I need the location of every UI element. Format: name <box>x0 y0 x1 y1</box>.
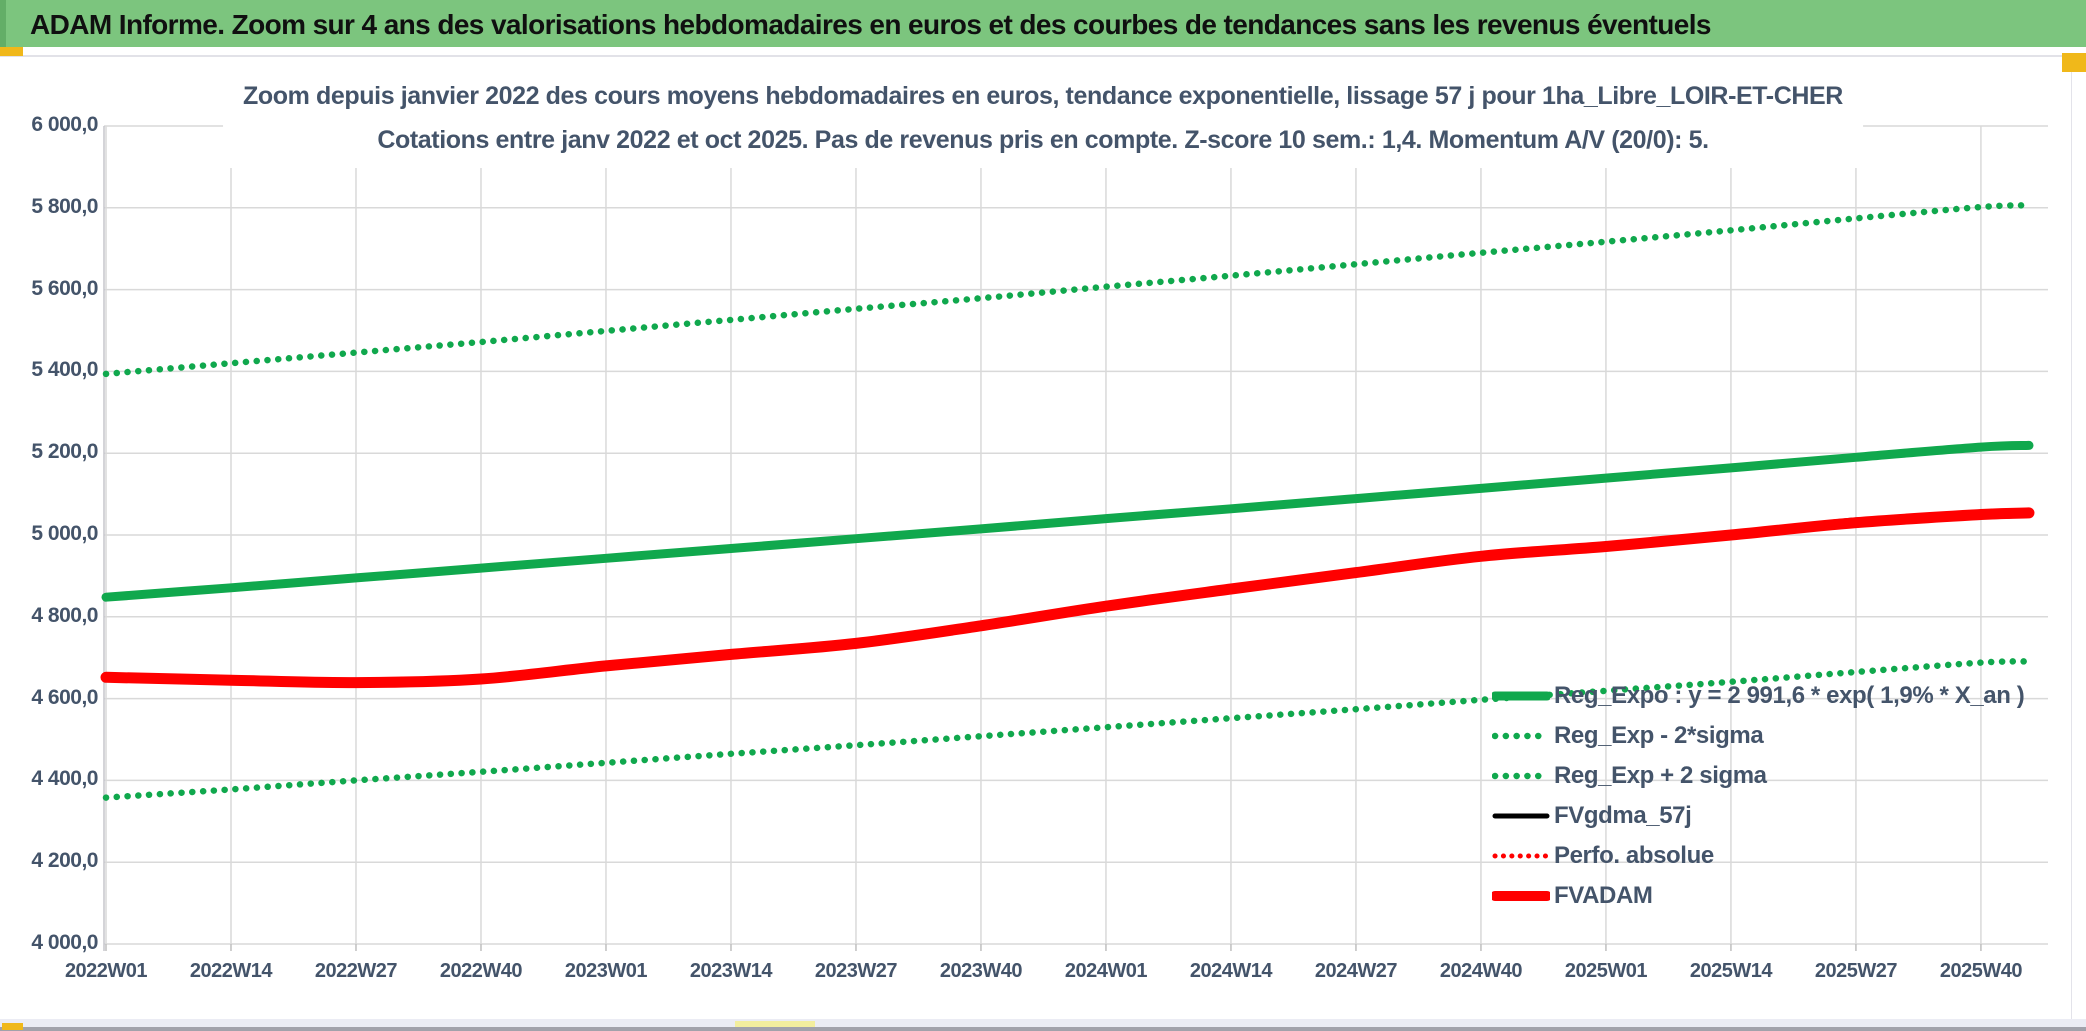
x-tick-label: 2024W01 <box>1064 960 1148 982</box>
legend-item: Reg_Exp + 2 sigma <box>1492 756 2024 796</box>
bottom-scrollbar-track[interactable] <box>0 1019 2086 1027</box>
x-tick-label: 2024W40 <box>1439 960 1523 982</box>
y-tick-label: 4 800,0 <box>31 603 98 627</box>
header-left-edge <box>0 0 6 47</box>
legend-line-sample <box>1492 853 1550 859</box>
legend-line-sample <box>1492 772 1550 780</box>
legend-item: Reg_Exp - 2*sigma <box>1492 716 2024 756</box>
legend-line-sample <box>1492 813 1550 819</box>
legend-line-sample <box>1492 732 1550 740</box>
y-tick-label: 4 600,0 <box>31 685 98 709</box>
gold-accent-top-left <box>0 47 23 56</box>
y-tick-label: 5 400,0 <box>31 358 98 382</box>
legend-item: FVADAM <box>1492 876 2024 916</box>
x-tick-label: 2023W01 <box>564 960 648 982</box>
legend-item: FVgdma_57j <box>1492 796 2024 836</box>
legend-label: Reg_Exp - 2*sigma <box>1554 722 1764 749</box>
y-tick-label: 5 800,0 <box>31 194 98 218</box>
legend-label: FVgdma_57j <box>1554 802 1692 829</box>
x-tick-label: 2022W01 <box>64 960 148 982</box>
y-tick-label: 4 400,0 <box>31 767 98 791</box>
x-tick-label: 2023W14 <box>689 960 773 982</box>
legend-label: Reg_Expo : y = 2 991,6 * exp( 1,9% * X_a… <box>1554 682 2025 709</box>
window-right-edge <box>2071 57 2072 1019</box>
x-tick-label: 2024W14 <box>1189 960 1273 982</box>
x-tick-label: 2025W01 <box>1564 960 1648 982</box>
legend-label: FVADAM <box>1554 882 1653 909</box>
y-tick-label: 6 000,0 <box>31 113 98 136</box>
x-tick-label: 2022W27 <box>314 960 398 982</box>
header-bar: ADAM Informe. Zoom sur 4 ans des valoris… <box>0 0 2086 47</box>
gold-accent-bottom-left <box>2 1023 23 1030</box>
y-tick-label: 4 000,0 <box>31 931 98 954</box>
chart-legend: Reg_Expo : y = 2 991,6 * exp( 1,9% * X_a… <box>1492 676 2025 916</box>
x-tick-label: 2025W27 <box>1814 960 1898 982</box>
y-tick-label: 5 000,0 <box>31 522 98 545</box>
legend-label: Reg_Exp + 2 sigma <box>1554 762 1767 789</box>
legend-item: Perfo. absolue <box>1492 836 2024 876</box>
x-tick-label: 2024W27 <box>1314 960 1398 982</box>
x-tick-label: 2023W40 <box>939 960 1023 982</box>
y-tick-label: 4 200,0 <box>31 849 98 873</box>
x-tick-label: 2025W40 <box>1939 960 2023 982</box>
window-title: ADAM Informe. Zoom sur 4 ans des valoris… <box>30 9 1711 40</box>
legend-line-sample <box>1492 891 1550 901</box>
bottom-scrollbar-thumb[interactable] <box>735 1021 815 1027</box>
window-bottom-edge <box>0 1027 2086 1031</box>
x-tick-label: 2022W40 <box>439 960 523 982</box>
chart-title: Zoom depuis janvier 2022 des cours moyen… <box>223 72 1863 168</box>
legend-line-sample <box>1492 691 1550 701</box>
legend-item: Reg_Expo : y = 2 991,6 * exp( 1,9% * X_a… <box>1492 676 2025 716</box>
chart-title-line2: Cotations entre janv 2022 et oct 2025. P… <box>377 126 1709 154</box>
header-divider <box>0 55 2086 57</box>
legend-label: Perfo. absolue <box>1554 842 1714 869</box>
y-tick-label: 5 200,0 <box>31 440 98 464</box>
gold-accent-top-right <box>2062 53 2086 72</box>
x-tick-label: 2025W14 <box>1689 960 1773 982</box>
x-tick-label: 2022W14 <box>189 960 273 982</box>
chart-title-line1: Zoom depuis janvier 2022 des cours moyen… <box>243 82 1843 110</box>
y-tick-label: 5 600,0 <box>31 276 98 300</box>
x-tick-label: 2023W27 <box>814 960 898 982</box>
